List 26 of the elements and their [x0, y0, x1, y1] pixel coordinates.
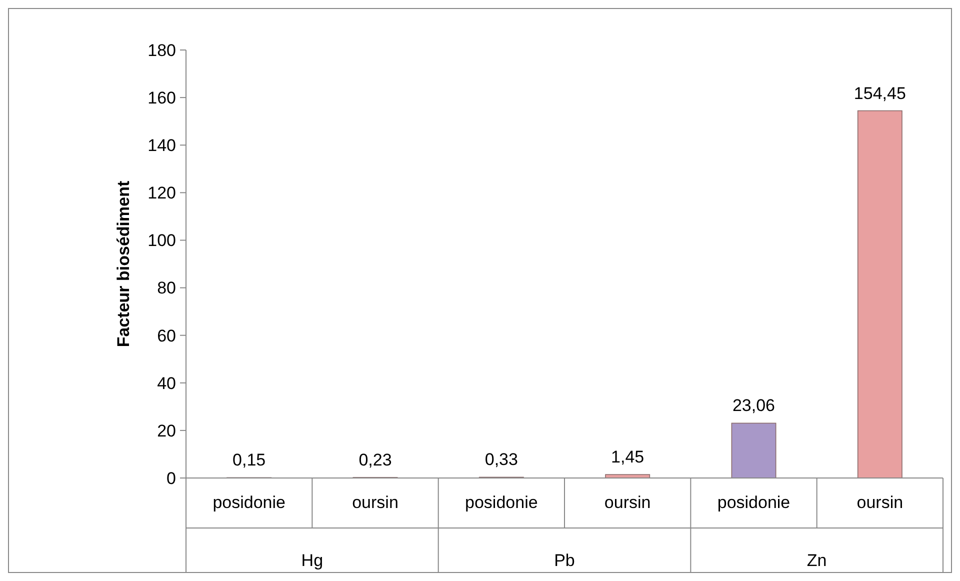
text: Pb [554, 551, 575, 570]
y-tick-label: 160 [148, 88, 176, 108]
y-tick-label: 0 [166, 468, 176, 488]
x-tick-label: oursin [352, 493, 398, 512]
y-tick-label: 100 [148, 231, 176, 250]
data-label: 23,06 [732, 396, 776, 416]
y-tick-label: 60 [157, 326, 176, 346]
text: Zn [806, 551, 827, 570]
x-tick-label: oursin [604, 493, 651, 512]
x-tick-label: posidonie [717, 493, 790, 512]
x-tick-label: posidonie [465, 493, 538, 512]
y-axis-title: Facteur biosédiment [114, 180, 133, 348]
x-tick-label: oursin [856, 493, 904, 512]
y-tick-label: 180 [148, 40, 176, 60]
data-label: 0,15 [232, 450, 266, 470]
y-tick-label: 80 [157, 278, 176, 298]
y-tick-label: 20 [157, 421, 176, 440]
data-label: 1,45 [611, 448, 644, 467]
y-tick-label: 140 [148, 136, 176, 156]
text: Hg [301, 551, 324, 570]
data-label: 0,33 [484, 450, 518, 470]
y-tick-label: 120 [148, 184, 176, 203]
data-label: 154,45 [854, 84, 906, 103]
x-tick-label: posidonie [212, 493, 286, 512]
y-tick-label: 40 [157, 374, 176, 393]
data-label: 0,23 [358, 450, 392, 470]
